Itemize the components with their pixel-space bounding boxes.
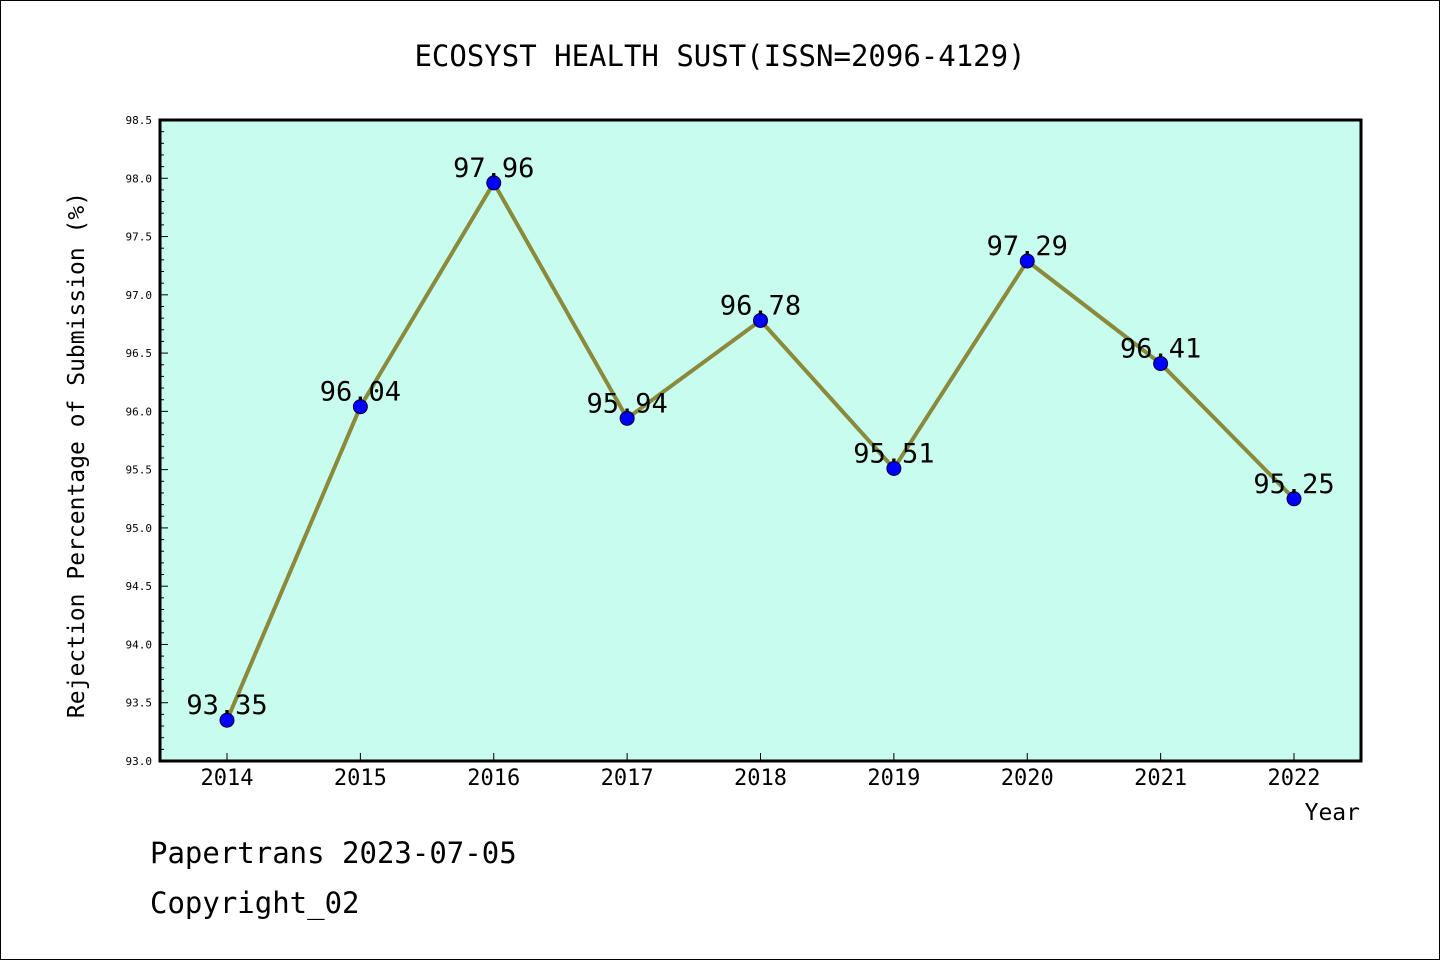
footer-copyright: Copyright_02 <box>150 886 360 920</box>
y-tick-label: 98.0 <box>126 172 153 185</box>
data-markers <box>219 175 1302 728</box>
y-tick-label: 94.0 <box>126 638 153 651</box>
data-point <box>753 312 768 328</box>
data-label: 97.29 <box>987 231 1068 262</box>
data-labels: 93.35 96.04 97.96 95.94 96.78 95.51 97.29 96.41… <box>186 153 1334 721</box>
x-tick-label: 2019 <box>867 766 920 791</box>
plot-area <box>158 118 1363 763</box>
x-tick-label: 2015 <box>334 766 387 791</box>
data-label: 95.25 <box>1253 469 1334 500</box>
x-tick-label: 2022 <box>1268 766 1321 791</box>
data-point <box>1286 491 1302 507</box>
x-tick-label: 2017 <box>601 766 654 791</box>
footer-date: Papertrans 2023-07-05 <box>150 836 517 870</box>
data-label: 95.51 <box>853 438 934 469</box>
y-tick-label: 97.5 <box>126 231 153 244</box>
data-label: 96.41 <box>1120 334 1201 365</box>
y-tick-label: 94.5 <box>126 580 153 593</box>
y-axis: 93.0 93.5 94.0 94.5 95.0 95.5 96.0 96.5 97.0 97.5… <box>126 114 168 768</box>
data-point <box>219 712 235 728</box>
x-tick-label: 2014 <box>201 766 254 791</box>
x-axis-label: Year <box>1305 800 1360 826</box>
chart-title: ECOSYST HEALTH SUST(ISSN=2096-4129) <box>414 39 1025 73</box>
data-label: 96.04 <box>320 377 401 408</box>
data-point <box>352 399 368 415</box>
data-point <box>886 460 902 476</box>
x-tick-label: 2021 <box>1134 766 1187 791</box>
y-tick-label: 96.0 <box>126 405 153 418</box>
x-tick-label: 2020 <box>1001 766 1054 791</box>
x-axis: 2014 2015 2016 2017 2018 2019 2020 2021 2022 <box>201 753 1321 791</box>
data-label: 95.94 <box>586 388 667 419</box>
data-label: 96.78 <box>720 290 801 321</box>
data-point <box>486 175 502 191</box>
y-tick-label: 98.5 <box>126 114 153 127</box>
data-label: 97.96 <box>453 153 534 184</box>
data-point <box>1019 253 1035 269</box>
data-label: 93.35 <box>186 690 267 721</box>
x-tick-label: 2016 <box>467 766 520 791</box>
y-tick-label: 97.0 <box>126 289 153 302</box>
y-tick-label: 96.5 <box>126 347 153 360</box>
y-tick-label: 95.0 <box>126 522 153 535</box>
y-tick-label: 93.0 <box>126 755 153 768</box>
x-tick-label: 2018 <box>734 766 787 791</box>
data-point <box>619 410 635 426</box>
y-tick-label: 95.5 <box>126 464 153 477</box>
y-axis-label: Rejection Percentage of Submission (%) <box>64 192 90 718</box>
data-point <box>1153 356 1169 372</box>
y-tick-label: 93.5 <box>126 697 153 710</box>
